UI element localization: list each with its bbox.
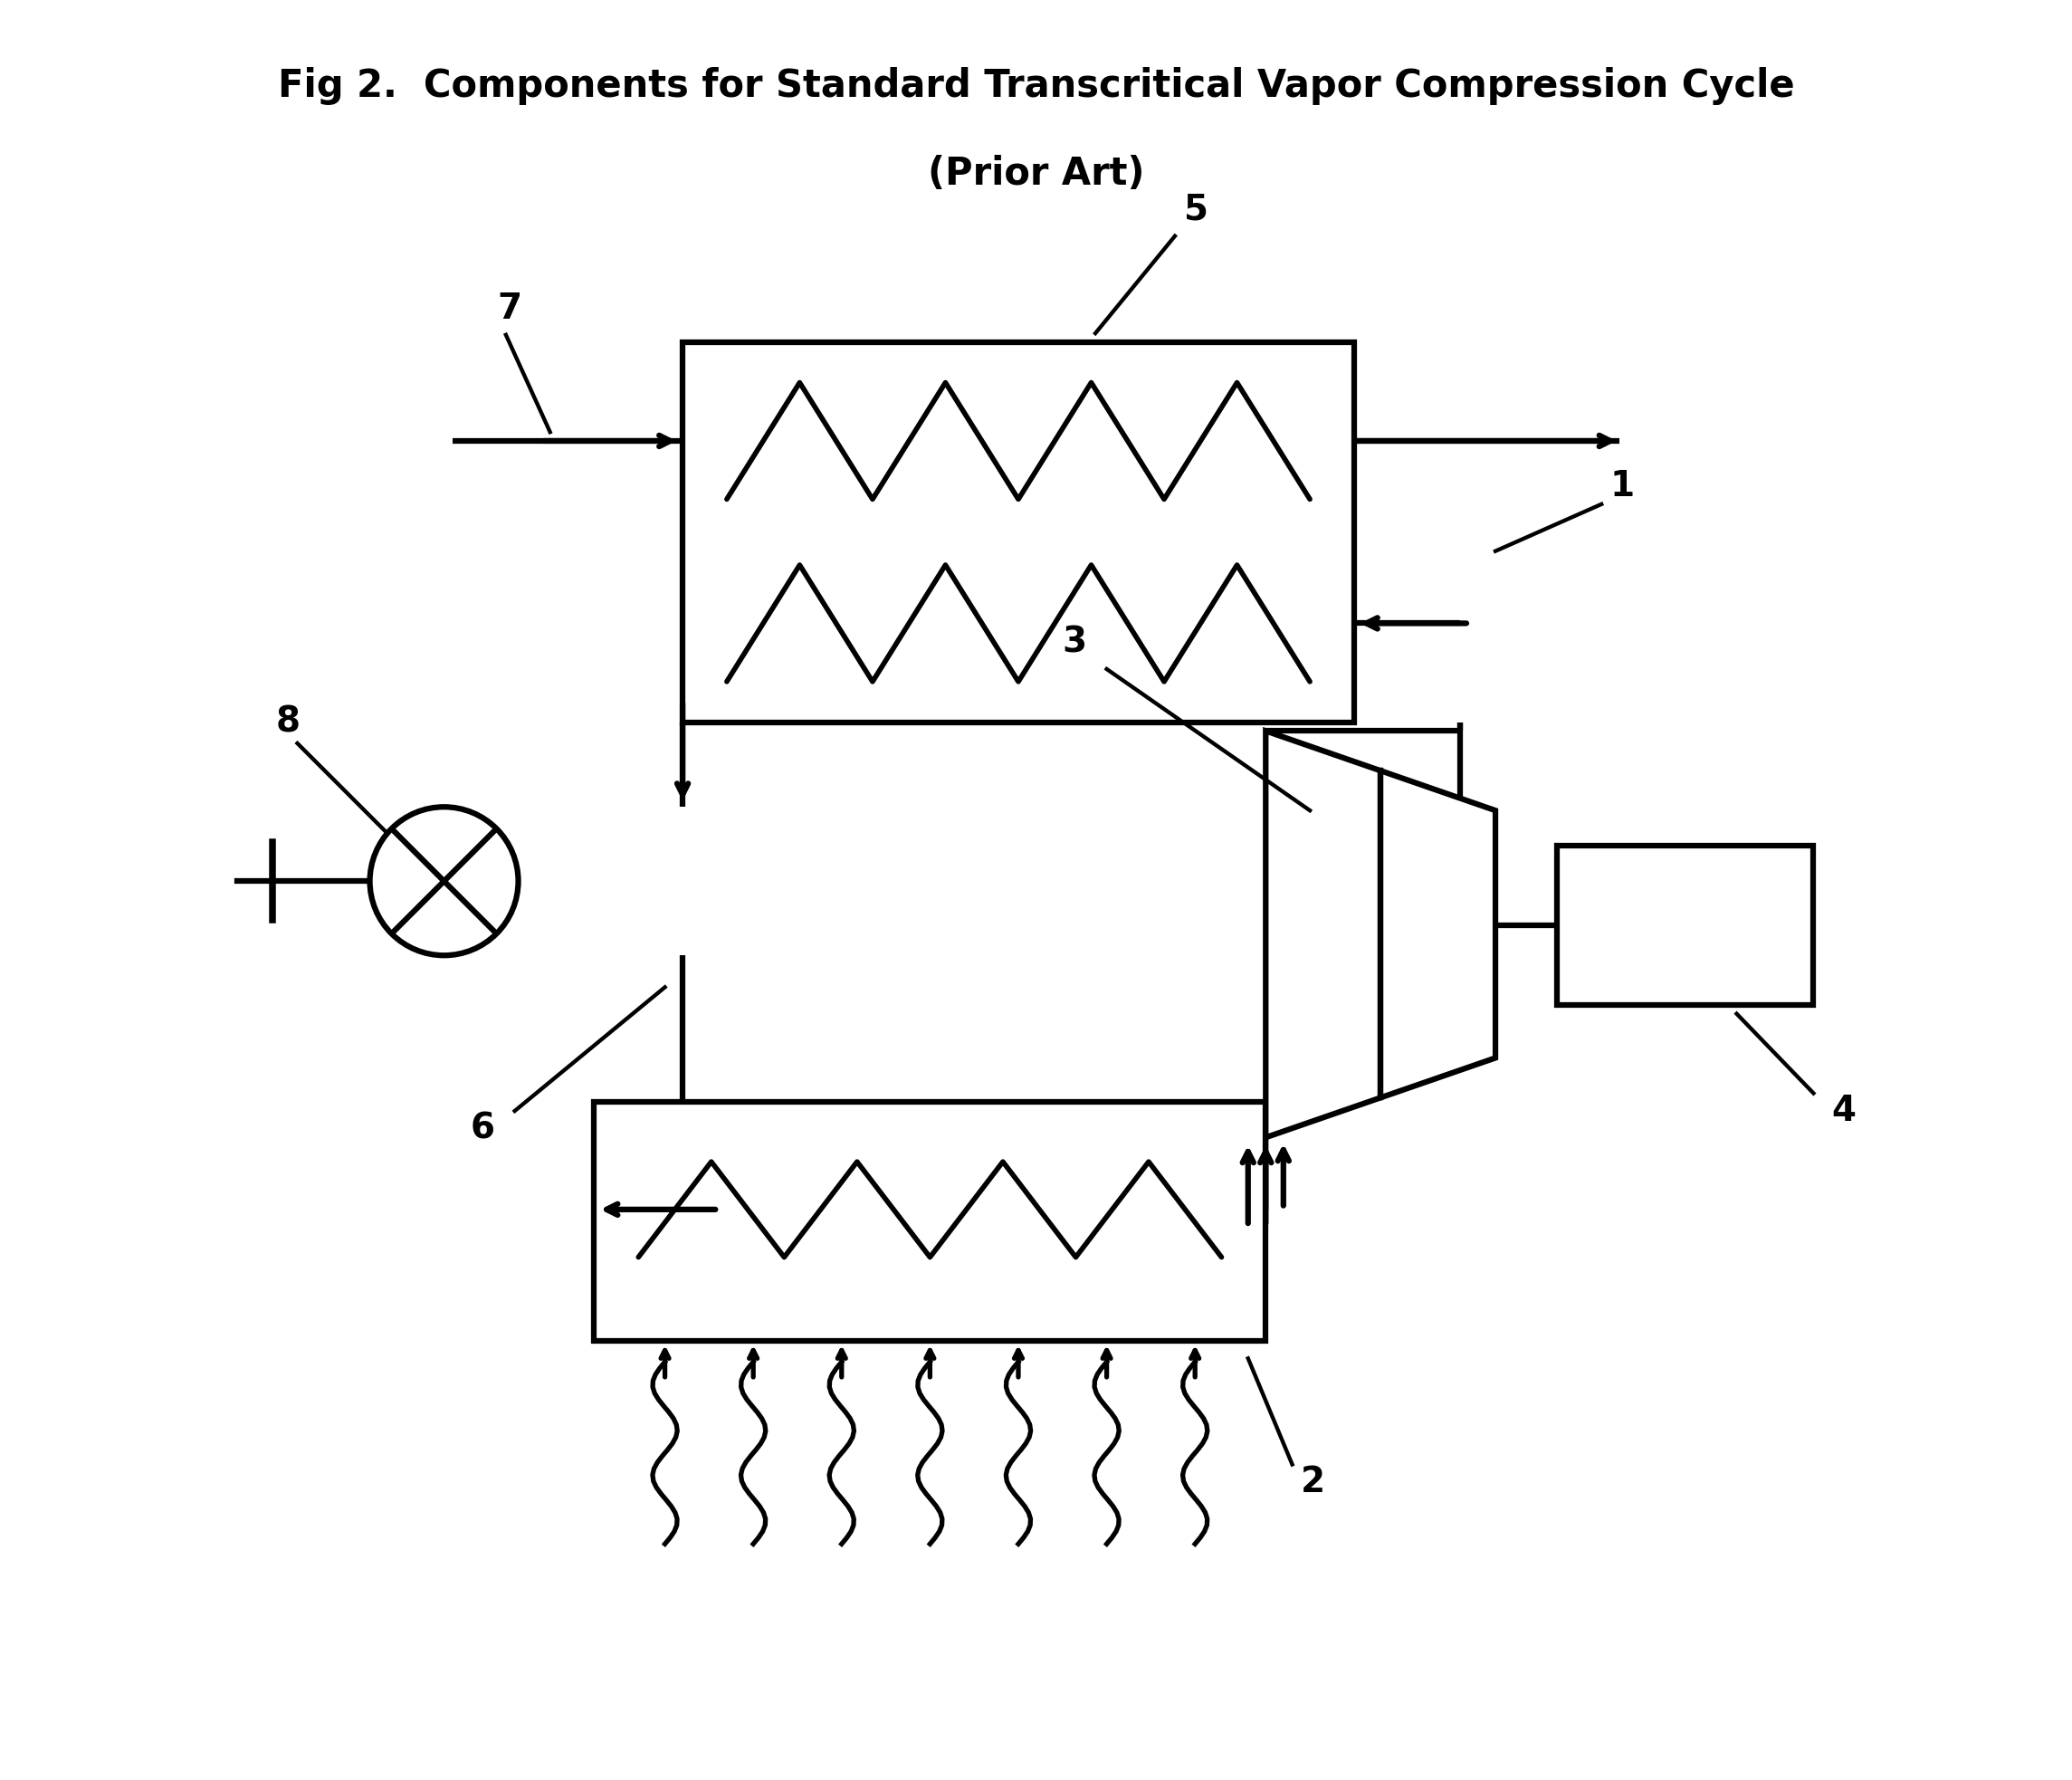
Text: 3: 3 (1063, 625, 1088, 660)
Bar (682, 342, 1355, 723)
Text: 7: 7 (497, 292, 522, 326)
Text: Fig 2.  Components for Standard Transcritical Vapor Compression Cycle: Fig 2. Components for Standard Transcrit… (278, 68, 1794, 105)
Text: 5: 5 (1183, 192, 1208, 226)
Text: 8: 8 (276, 705, 300, 739)
Bar (1558, 845, 1813, 1006)
Bar (595, 1102, 1266, 1340)
Text: 1: 1 (1610, 470, 1635, 504)
Text: 4: 4 (1832, 1093, 1857, 1129)
Circle shape (369, 806, 518, 956)
Polygon shape (1266, 732, 1496, 1137)
Text: 2: 2 (1301, 1465, 1326, 1499)
Text: 6: 6 (470, 1111, 495, 1146)
Text: (Prior Art): (Prior Art) (928, 155, 1144, 194)
